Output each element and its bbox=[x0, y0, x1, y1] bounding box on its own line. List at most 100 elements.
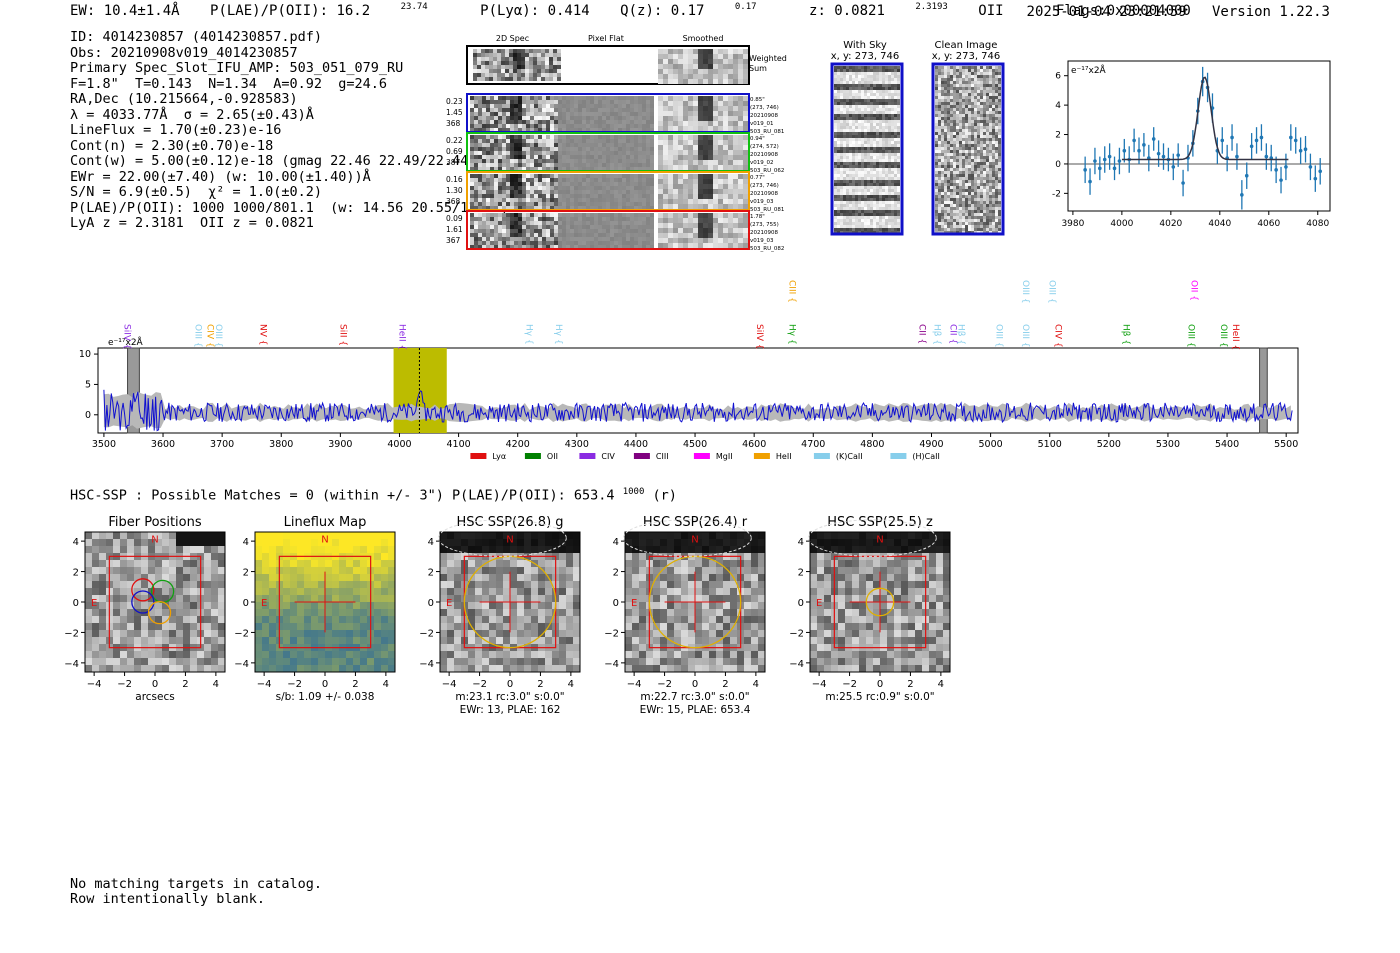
sky-pixel bbox=[935, 99, 938, 102]
noise-pixel bbox=[526, 104, 530, 108]
noise-pixel bbox=[638, 237, 642, 241]
sky-pixel bbox=[995, 162, 998, 165]
noise-pixel bbox=[574, 120, 578, 124]
noise-pixel bbox=[478, 233, 482, 237]
noise-pixel bbox=[663, 79, 668, 84]
sky-pixel bbox=[882, 102, 885, 105]
sky-pixel bbox=[947, 132, 950, 135]
noise-pixel bbox=[718, 184, 723, 189]
noise-pixel bbox=[668, 160, 673, 165]
noise-pixel bbox=[570, 198, 574, 202]
noise-pixel bbox=[578, 100, 582, 104]
sky-pixel bbox=[888, 204, 891, 207]
sky-pixel bbox=[870, 135, 873, 138]
sky-pixel bbox=[992, 222, 995, 225]
sky-pixel bbox=[891, 222, 894, 225]
noise-pixel bbox=[530, 112, 534, 116]
noise-pixel bbox=[650, 237, 654, 241]
sky-pixel bbox=[891, 75, 894, 78]
noise-pixel bbox=[614, 143, 618, 147]
sky-pixel bbox=[891, 141, 894, 144]
sky-pixel bbox=[888, 198, 891, 201]
noise-pixel bbox=[521, 61, 525, 65]
sky-pixel bbox=[834, 201, 837, 204]
noise-pixel bbox=[630, 116, 634, 120]
noise-pixel bbox=[570, 96, 574, 100]
sky-pixel bbox=[846, 156, 849, 159]
sky-pixel bbox=[891, 138, 894, 141]
noise-pixel bbox=[703, 49, 708, 54]
sky-pixel bbox=[855, 225, 858, 228]
noise-pixel bbox=[582, 124, 586, 128]
sky-pixel bbox=[950, 210, 953, 213]
sky-pixel bbox=[953, 168, 956, 171]
noise-pixel bbox=[554, 217, 558, 221]
noise-pixel bbox=[566, 159, 570, 163]
noise-pixel bbox=[570, 229, 574, 233]
noise-pixel bbox=[538, 202, 542, 206]
noise-pixel bbox=[510, 190, 514, 194]
sky-pixel bbox=[968, 84, 971, 87]
noise-pixel bbox=[490, 190, 494, 194]
noise-pixel bbox=[522, 182, 526, 186]
sky-pixel bbox=[986, 84, 989, 87]
sky-pixel bbox=[971, 135, 974, 138]
noise-pixel bbox=[610, 206, 614, 210]
sky-pixel bbox=[885, 171, 888, 174]
noise-pixel bbox=[638, 245, 642, 249]
sky-pixel bbox=[870, 198, 873, 201]
sky-pixel bbox=[894, 144, 897, 147]
noise-pixel bbox=[542, 198, 546, 202]
noise-pixel bbox=[634, 167, 638, 171]
sky-pixel bbox=[968, 126, 971, 129]
sky-pixel bbox=[941, 90, 944, 93]
noise-pixel bbox=[658, 238, 663, 243]
sky-pixel bbox=[968, 69, 971, 72]
sky-pixel bbox=[879, 144, 882, 147]
noise-pixel bbox=[498, 190, 502, 194]
sky-pixel bbox=[894, 141, 897, 144]
noise-pixel bbox=[574, 135, 578, 139]
sky-pixel bbox=[980, 219, 983, 222]
sky-pixel bbox=[977, 225, 980, 228]
noise-pixel bbox=[718, 223, 723, 228]
sky-pixel bbox=[861, 78, 864, 81]
sky-pixel bbox=[861, 168, 864, 171]
noise-pixel bbox=[546, 241, 550, 245]
noise-pixel bbox=[622, 217, 626, 221]
sky-pixel bbox=[947, 87, 950, 90]
noise-pixel bbox=[678, 233, 683, 238]
noise-pixel bbox=[478, 159, 482, 163]
sky-pixel bbox=[965, 168, 968, 171]
sky-pixel bbox=[995, 222, 998, 225]
sky-pixel bbox=[858, 117, 861, 120]
noise-pixel bbox=[538, 233, 542, 237]
sky-pixel bbox=[956, 135, 959, 138]
sky-pixel bbox=[941, 150, 944, 153]
noise-pixel bbox=[481, 53, 485, 57]
sky-pixel bbox=[965, 207, 968, 210]
sky-pixel bbox=[944, 126, 947, 129]
noise-pixel bbox=[522, 167, 526, 171]
noise-pixel bbox=[470, 96, 474, 100]
noise-pixel bbox=[693, 179, 698, 184]
noise-pixel bbox=[673, 204, 678, 209]
sky-pixel bbox=[840, 216, 843, 219]
noise-pixel bbox=[502, 143, 506, 147]
noise-pixel bbox=[522, 120, 526, 124]
noise-pixel bbox=[638, 139, 642, 143]
sky-pixel bbox=[986, 186, 989, 189]
noise-pixel bbox=[678, 49, 683, 54]
sky-pixel bbox=[989, 72, 992, 75]
noise-pixel bbox=[490, 135, 494, 139]
fiber-row-meta: 503_RU_082 bbox=[750, 246, 784, 252]
sky-pixel bbox=[885, 150, 888, 153]
sky-pixel bbox=[870, 72, 873, 75]
noise-pixel bbox=[663, 155, 668, 160]
noise-pixel bbox=[498, 229, 502, 233]
sky-pixel bbox=[864, 204, 867, 207]
noise-pixel bbox=[498, 198, 502, 202]
sky-pixel bbox=[998, 222, 1001, 225]
sky-pixel bbox=[894, 156, 897, 159]
noise-pixel bbox=[688, 121, 693, 126]
